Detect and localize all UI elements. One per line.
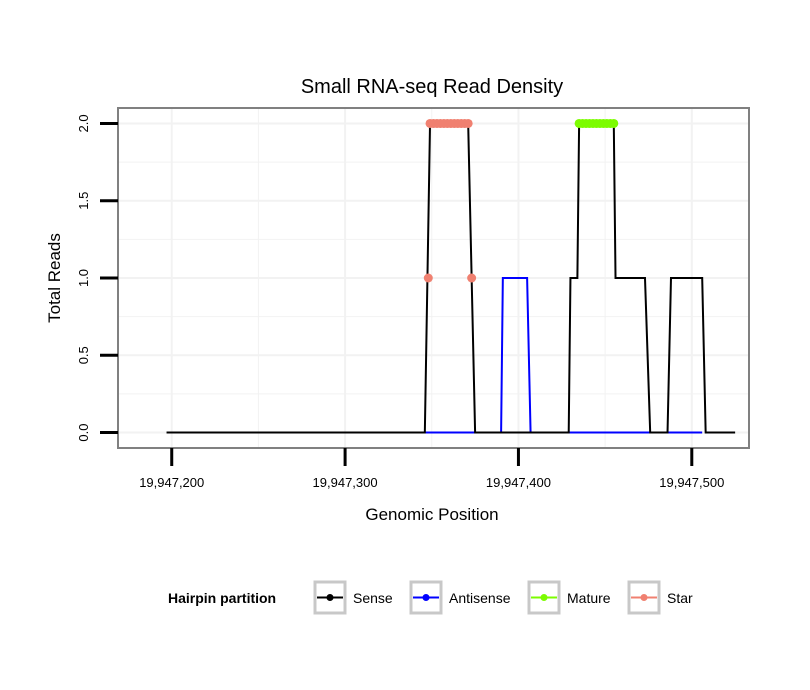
series-layer: [166, 118, 736, 434]
x-axis-label: Genomic Position: [365, 505, 498, 524]
legend-key-dot-star: [640, 594, 648, 601]
x-axis: 19,947,200 19,947,300 19,947,400 19,947,500: [139, 448, 724, 490]
x-tick-label: 19,947,200: [139, 475, 204, 490]
y-tick-label: 1.5: [76, 192, 91, 210]
legend-label-mature: Mature: [567, 590, 611, 606]
chart-title: Small RNA-seq Read Density: [301, 76, 563, 98]
y-tick-label: 0.5: [76, 346, 91, 364]
y-axis: 0.0 0.5 1.0 1.5 2.0: [76, 114, 118, 442]
y-tick-label: 1.0: [76, 269, 91, 287]
legend: Hairpin partition Sense Antisense Mature St…: [168, 580, 693, 615]
legend-key-dot-mature: [540, 594, 548, 601]
star-point: [463, 118, 473, 128]
legend-title: Hairpin partition: [168, 590, 276, 606]
star-point: [423, 273, 433, 283]
legend-key-dot-antisense: [422, 594, 430, 601]
x-tick-label: 19,947,400: [486, 475, 551, 490]
y-axis-label: Total Reads: [45, 233, 64, 323]
y-tick-label: 0.0: [76, 424, 91, 442]
x-tick-label: 19,947,300: [313, 475, 378, 490]
mature-point: [609, 118, 619, 128]
x-tick-label: 19,947,500: [659, 475, 724, 490]
legend-label-sense: Sense: [353, 590, 393, 606]
legend-label-star: Star: [667, 590, 693, 606]
star-point: [467, 273, 477, 283]
legend-label-antisense: Antisense: [449, 590, 511, 606]
y-tick-label: 2.0: [76, 114, 91, 132]
legend-key-dot-sense: [326, 594, 334, 601]
